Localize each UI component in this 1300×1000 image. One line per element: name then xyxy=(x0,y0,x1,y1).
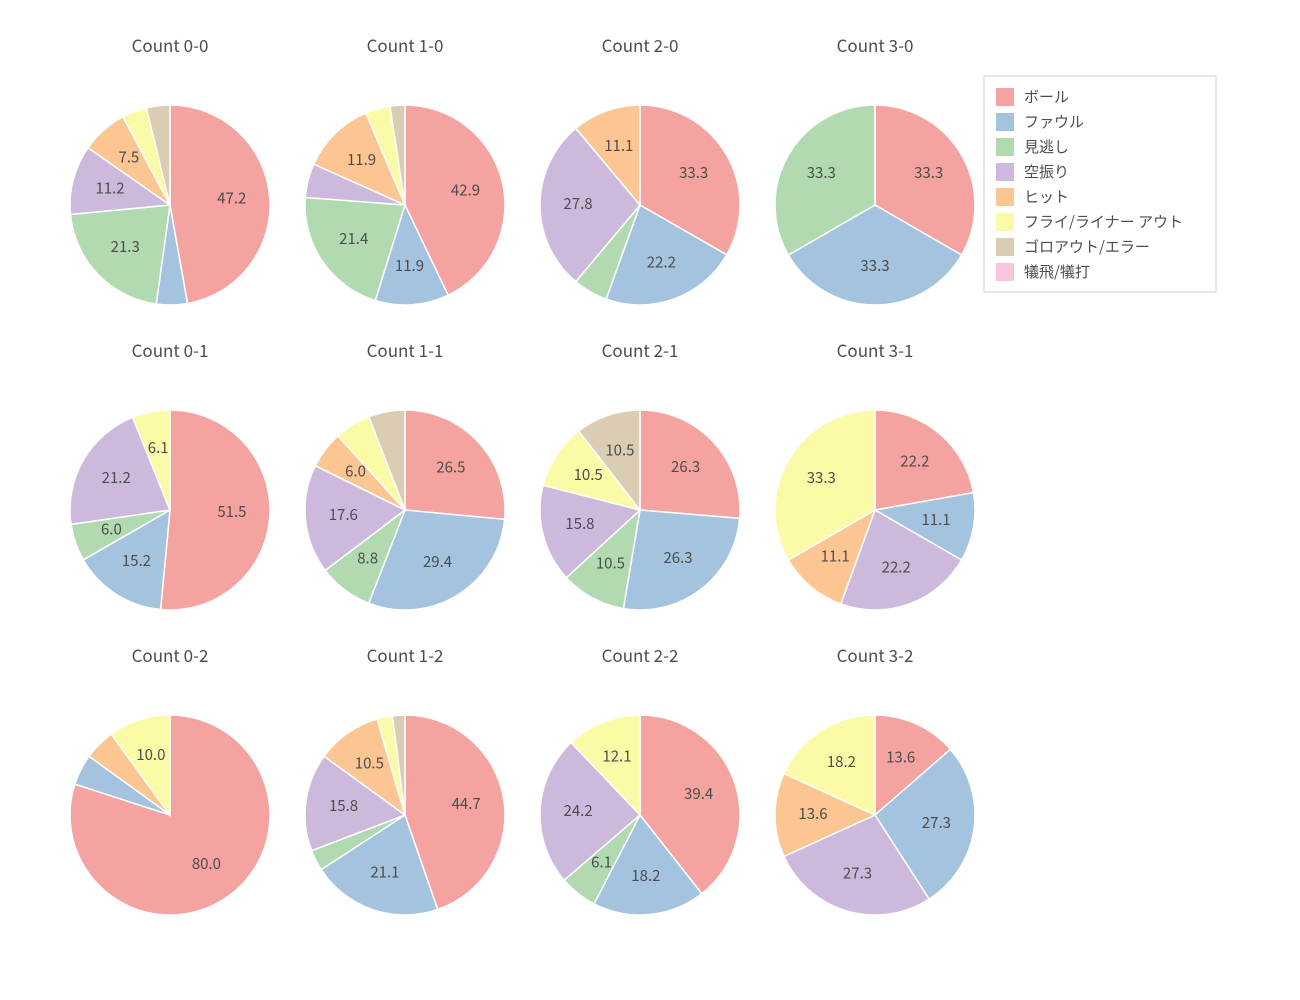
slice-label-foul: 26.3 xyxy=(663,547,692,568)
slice-label-hit: 10.5 xyxy=(355,752,384,773)
legend-swatch-sac xyxy=(996,263,1014,281)
slice-label-flyliner: 10.0 xyxy=(136,744,165,765)
slice-label-swing: 15.8 xyxy=(565,513,594,534)
slice-label-hit: 11.9 xyxy=(347,149,376,170)
slice-label-ball: 80.0 xyxy=(192,853,221,874)
slice-label-ball: 33.3 xyxy=(914,162,943,183)
pie-count-3-2: Count 3-2 13.6 27.3 27.3 13.6 18.2 xyxy=(775,642,975,915)
slice-label-called: 6.0 xyxy=(101,518,122,539)
slice-label-called: 8.8 xyxy=(357,548,378,569)
chart-title: Count 1-0 xyxy=(367,32,444,57)
slice-label-foul: 29.4 xyxy=(423,551,452,572)
chart-title: Count 2-1 xyxy=(602,337,679,362)
slice-label-ground: 10.5 xyxy=(605,439,634,460)
legend-label-foul: ファウル xyxy=(1024,111,1084,132)
slice-label-swing: 22.2 xyxy=(882,556,911,577)
slice-label-ball: 39.4 xyxy=(684,783,713,804)
chart-title: Count 1-1 xyxy=(367,337,444,362)
pie-count-3-1: Count 3-1 22.2 11.1 22.2 11.1 33.3 xyxy=(775,337,975,610)
pie-count-1-1: Count 1-126.529.48.817.66.0 xyxy=(305,337,505,610)
pie-count-2-2: Count 2-239.418.26.124.212.1 xyxy=(540,642,740,915)
slice-label-ball: 42.9 xyxy=(451,179,480,200)
slice-label-foul: 33.3 xyxy=(860,255,889,276)
chart-title: Count 1-2 xyxy=(367,642,444,667)
legend-label-flyliner: フライ/ライナー アウト xyxy=(1024,211,1183,232)
slice-label-flyliner: 18.2 xyxy=(827,751,856,772)
chart-title: Count 3-2 xyxy=(837,642,914,667)
pie-count-2-1: Count 2-126.326.310.515.810.510.5 xyxy=(540,337,740,610)
chart-title: Count 0-2 xyxy=(132,642,209,667)
chart-title: Count 2-0 xyxy=(602,32,679,57)
slice-label-foul: 21.1 xyxy=(370,862,399,883)
slice-label-ball: 51.5 xyxy=(217,501,246,522)
slice-label-ball: 44.7 xyxy=(452,793,481,814)
chart-title: Count 2-2 xyxy=(602,642,679,667)
slice-label-flyliner: 33.3 xyxy=(807,467,836,488)
legend-swatch-ground xyxy=(996,238,1014,256)
legend-swatch-ball xyxy=(996,88,1014,106)
pie-count-1-2: Count 1-2 44.7 21.1 15.8 10.5 xyxy=(305,642,505,915)
slice-label-ball: 13.6 xyxy=(886,747,915,768)
legend-label-swing: 空振り xyxy=(1024,161,1069,182)
legend-swatch-swing xyxy=(996,163,1014,181)
legend-label-called: 見逃し xyxy=(1024,136,1069,157)
slice-label-swing: 17.6 xyxy=(329,504,358,525)
slice-label-flyliner: 12.1 xyxy=(602,746,631,767)
slice-label-called: 33.3 xyxy=(807,162,836,183)
chart-title: Count 3-0 xyxy=(837,32,914,57)
legend-label-hit: ヒット xyxy=(1024,186,1069,207)
slice-label-swing: 11.2 xyxy=(95,177,124,198)
slice-label-ball: 22.2 xyxy=(900,451,929,472)
chart-title: Count 3-1 xyxy=(837,337,914,362)
slice-label-foul: 15.2 xyxy=(122,550,151,571)
slice-label-swing: 24.2 xyxy=(564,800,593,821)
slice-label-foul: 22.2 xyxy=(647,251,676,272)
pie-slice-ball xyxy=(161,410,270,610)
legend-swatch-hit xyxy=(996,188,1014,206)
legend-swatch-flyliner xyxy=(996,213,1014,231)
legend: ボールファウル見逃し空振りヒットフライ/ライナー アウトゴロアウト/エラー犠飛/… xyxy=(984,76,1216,292)
legend-swatch-foul xyxy=(996,113,1014,131)
legend-label-sac: 犠飛/犠打 xyxy=(1024,261,1090,282)
slice-label-flyliner: 6.1 xyxy=(148,437,169,458)
pie-count-0-1: Count 0-1 51.5 15.26.0 21.2 6.1 xyxy=(70,337,270,610)
slice-label-swing: 15.8 xyxy=(329,795,358,816)
slice-label-foul: 11.9 xyxy=(395,255,424,276)
slice-label-ball: 33.3 xyxy=(679,162,708,183)
slice-label-hit: 11.1 xyxy=(604,135,633,156)
legend-frame xyxy=(984,76,1216,292)
slice-label-swing: 27.8 xyxy=(563,193,592,214)
chart-title: Count 0-0 xyxy=(132,32,209,57)
slice-label-hit: 11.1 xyxy=(821,546,850,567)
slice-label-ball: 26.5 xyxy=(436,456,465,477)
legend-label-ball: ボール xyxy=(1024,86,1069,107)
pie-grid-svg: Count 0-0 47.2 21.3 11.2 7.5 Count 1-0 42.9 11.… xyxy=(0,0,1300,1000)
slice-label-hit: 13.6 xyxy=(798,803,827,824)
legend-swatch-called xyxy=(996,138,1014,156)
pie-count-3-0: Count 3-0 33.3 33.3 33.3 xyxy=(775,32,975,305)
slice-label-ball: 26.3 xyxy=(671,456,700,477)
pie-count-0-0: Count 0-0 47.2 21.3 11.2 7.5 xyxy=(70,32,270,305)
slice-label-called: 21.4 xyxy=(339,228,368,249)
slice-label-hit: 7.5 xyxy=(118,147,139,168)
chart-grid: Count 0-0 47.2 21.3 11.2 7.5 Count 1-0 42.9 11.… xyxy=(0,0,1300,1000)
chart-title: Count 0-1 xyxy=(132,337,209,362)
pie-count-1-0: Count 1-0 42.9 11.9 21.4 11.9 xyxy=(305,32,505,305)
slice-label-ball: 47.2 xyxy=(217,188,246,209)
slice-label-flyliner: 10.5 xyxy=(574,464,603,485)
slice-label-called: 21.3 xyxy=(111,236,140,257)
legend-label-ground: ゴロアウト/エラー xyxy=(1024,236,1150,257)
pie-count-2-0: Count 2-0 33.3 22.2 27.8 11.1 xyxy=(540,32,740,305)
slice-label-called: 10.5 xyxy=(596,553,625,574)
slice-label-foul: 27.3 xyxy=(922,812,951,833)
pie-count-0-2: Count 0-2 80.0 10.0 xyxy=(70,642,270,915)
slice-label-foul: 18.2 xyxy=(631,865,660,886)
slice-label-swing: 27.3 xyxy=(843,863,872,884)
slice-label-swing: 21.2 xyxy=(102,467,131,488)
slice-label-foul: 11.1 xyxy=(921,509,950,530)
